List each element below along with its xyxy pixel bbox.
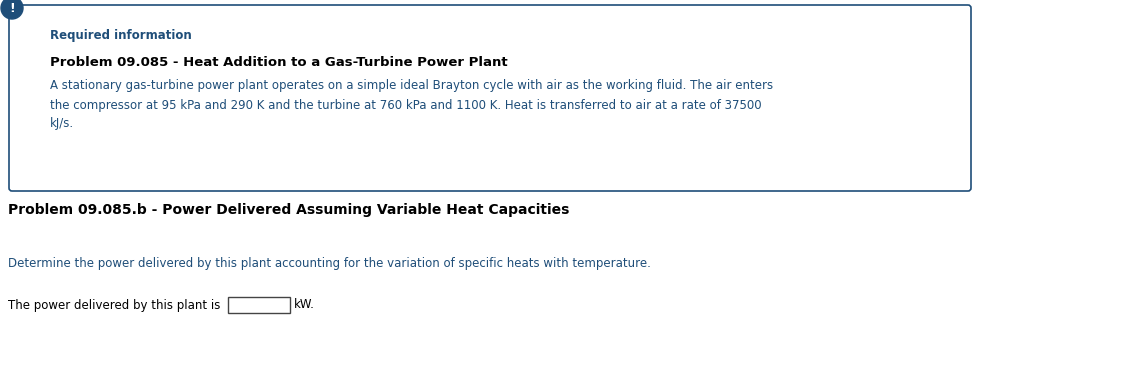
- Text: Problem 09.085 - Heat Addition to a Gas-Turbine Power Plant: Problem 09.085 - Heat Addition to a Gas-…: [50, 56, 507, 69]
- Circle shape: [1, 0, 23, 19]
- Bar: [227, 297, 290, 313]
- Text: Required information: Required information: [50, 29, 192, 42]
- Text: kW.: kW.: [294, 298, 314, 312]
- Text: Determine the power delivered by this plant accounting for the variation of spec: Determine the power delivered by this pl…: [8, 256, 650, 269]
- Text: A stationary gas-turbine power plant operates on a simple ideal Brayton cycle wi: A stationary gas-turbine power plant ope…: [50, 80, 773, 131]
- FancyBboxPatch shape: [9, 5, 972, 191]
- Text: The power delivered by this plant is: The power delivered by this plant is: [8, 298, 221, 312]
- Text: Problem 09.085.b - Power Delivered Assuming Variable Heat Capacities: Problem 09.085.b - Power Delivered Assum…: [8, 203, 569, 217]
- Text: !: !: [9, 2, 15, 14]
